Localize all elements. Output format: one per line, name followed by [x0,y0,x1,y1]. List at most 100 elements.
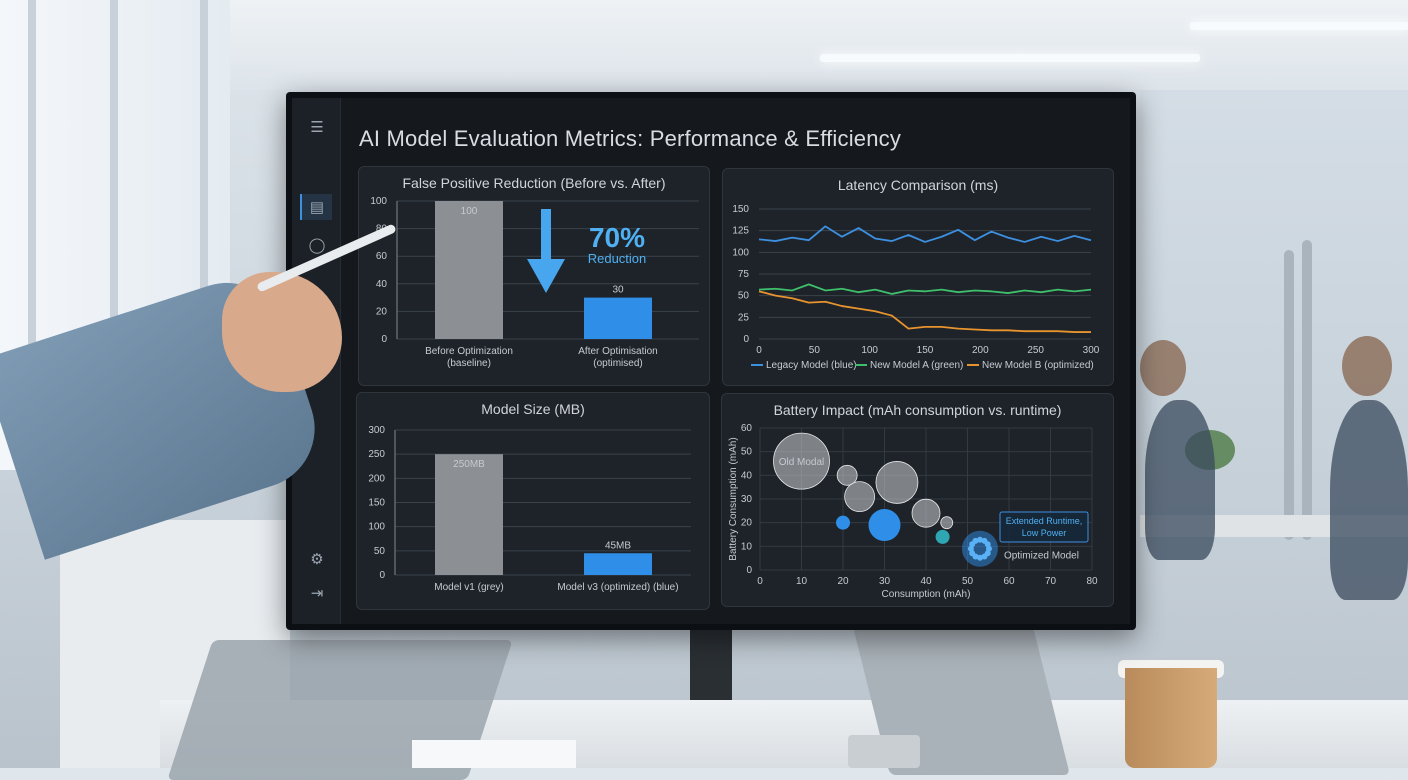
x-tick-label: 300 [1083,345,1100,356]
y-tick-label: 20 [376,306,388,317]
bar-value-label: 100 [461,206,478,217]
dashboard-screen: ☰ ▤ ◯ ⚙ ⇥ AI Model Evaluation Metrics: P… [292,98,1130,624]
series-line [758,225,1092,243]
series-line [758,283,1092,295]
y-tick-label: 150 [732,204,749,215]
monitor: ☰ ▤ ◯ ⚙ ⇥ AI Model Evaluation Metrics: P… [286,92,1136,630]
reduction-arrow-shaft [541,209,551,261]
pen-holder [848,735,920,768]
battery-title: Battery Impact (mAh consumption vs. runt… [773,402,1062,418]
presenter-hand [222,272,342,392]
x-tick-label: 40 [920,576,932,587]
logout-icon[interactable]: ⇥ [310,585,324,602]
settings-icon[interactable]: ⚙ [310,551,324,568]
dashboard-icon[interactable]: ▤ [300,194,332,220]
y-tick-label: 250 [368,449,385,460]
legend-label: New Model B (optimized) [982,360,1094,371]
bar-value-label: 250MB [453,459,485,470]
x-tick-label: 0 [756,345,762,356]
y-tick-label: 0 [381,334,387,345]
x-category-sublabel: (baseline) [447,358,491,369]
paper [412,740,576,768]
y-tick-label: 0 [746,565,752,576]
bar [584,553,652,575]
y-tick-label: 300 [368,425,385,436]
x-axis-label: Consumption (mAh) [882,589,971,600]
x-tick-label: 60 [1003,576,1015,587]
x-tick-label: 30 [879,576,891,587]
x-tick-label: 150 [917,345,934,356]
reduction-percentage: 70% [589,222,645,253]
model-size-chart: 0 50 100 150 200 250 300 250MB Model v1 (grey) 45… [368,425,691,593]
x-category-label: After Optimisation [578,346,657,357]
coffee-cup [1125,668,1217,768]
reduction-arrow-head [527,259,565,293]
y-tick-label: 150 [368,498,385,509]
y-tick-label: 100 [370,196,387,207]
cluster-dot [984,541,991,548]
scatter-point [911,498,941,528]
callout-text: Extended Runtime, [1006,516,1083,526]
x-tick-label: 0 [757,576,763,587]
scatter-point [844,481,876,513]
y-tick-label: 10 [741,541,753,552]
battery-chart: 0 10 20 30 40 50 60 0 10 20 30 40 50 60 70 80 Consumptio… [728,423,1098,600]
y-tick-label: 125 [732,226,749,237]
y-tick-label: 25 [738,312,750,323]
x-tick-label: 20 [837,576,849,587]
reduction-label: Reduction [588,251,647,266]
y-tick-label: 100 [368,522,385,533]
y-tick-label: 30 [741,494,753,505]
series-line [758,290,1091,333]
coworker [1330,400,1408,600]
x-tick-label: 100 [861,345,878,356]
bar [435,454,503,575]
callout-text: Low Power [1022,528,1067,538]
y-tick-label: 100 [732,247,749,258]
scatter-point [961,530,998,567]
bar-value-label: 45MB [605,540,631,551]
x-tick-label: 70 [1045,576,1057,587]
y-axis-label: Battery Consumption (mAh) [728,437,739,560]
coworker-head [1140,340,1186,396]
false-positive-panel: False Positive Reduction (Before vs. Aft… [358,166,710,386]
y-tick-label: 60 [376,251,388,262]
bar [584,297,652,339]
latency-title: Latency Comparison (ms) [837,177,999,193]
y-tick-label: 20 [741,518,753,529]
y-tick-label: 50 [738,291,750,302]
scatter-point [868,509,901,542]
y-tick-label: 40 [376,279,388,290]
coworker-head [1342,336,1392,396]
x-category-label: Model v1 (grey) [434,582,503,593]
point-label: Optimized Model [1004,551,1079,562]
x-tick-label: 10 [796,576,808,587]
x-tick-label: 200 [972,345,989,356]
bar-value-label: 30 [612,285,624,296]
menu-icon[interactable]: ☰ [310,119,324,136]
legend-label: Legacy Model (blue) [766,360,857,371]
scatter-point [935,529,950,544]
legend-label: New Model A (green) [870,360,963,371]
bar [435,201,503,339]
door-handle [1284,250,1294,540]
coworker [1145,400,1215,560]
callout-box [999,511,1089,543]
latency-panel: Latency Comparison (ms) 0 25 50 75 100 125 150… [722,168,1114,386]
cluster-dot [967,545,974,552]
x-category-sublabel: (optimised) [593,358,642,369]
cluster-dot [985,545,992,552]
y-tick-label: 0 [743,334,749,345]
x-tick-label: 250 [1027,345,1044,356]
y-tick-label: 50 [374,546,386,557]
model-size-panel: Model Size (MB) 0 50 100 150 200 250 300 250MB M… [356,392,710,610]
scatter-point [875,461,919,504]
scatter-point [836,464,858,486]
scatter-point [836,515,850,530]
cluster-dot [976,536,983,543]
false-positive-title: False Positive Reduction (Before vs. Aft… [402,175,666,191]
chat-icon[interactable]: ◯ [308,237,326,254]
cluster-dot [981,553,988,560]
false-positive-chart: 020406080100100Before Optimization(basel… [370,196,699,369]
y-tick-label: 200 [368,473,385,484]
